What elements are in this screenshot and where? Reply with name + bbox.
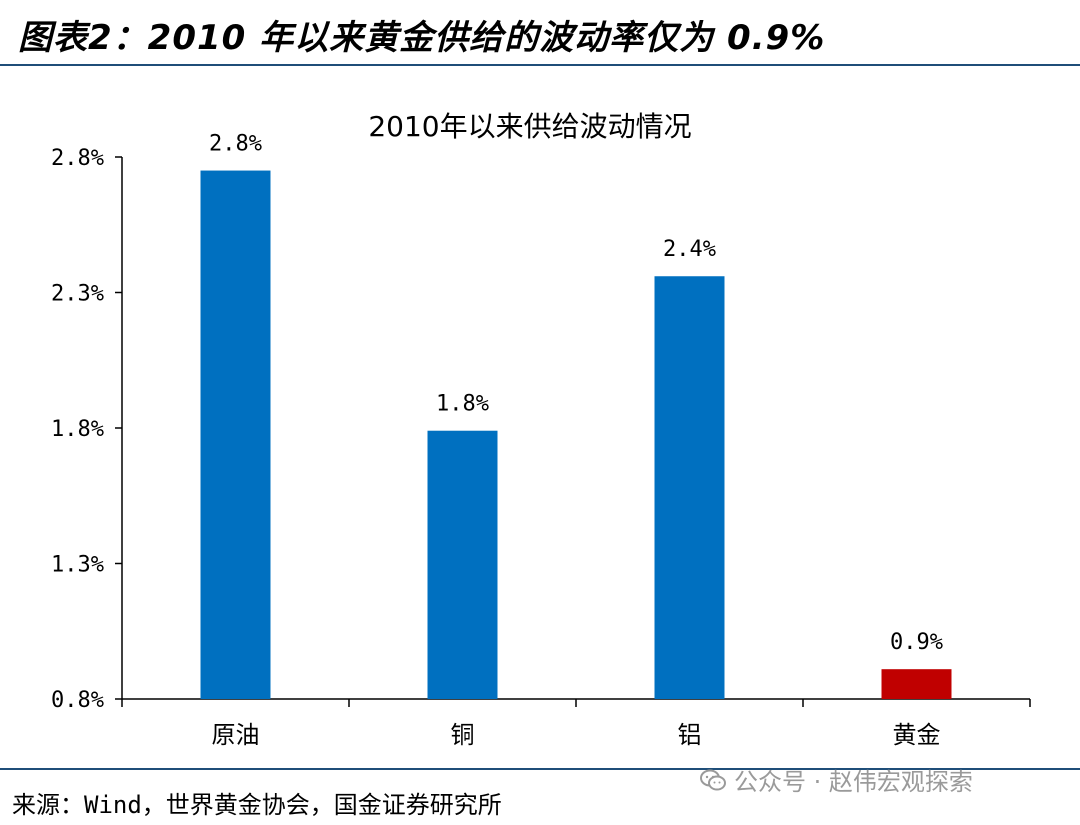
bars: 2.8% 原油 1.8% 铜 2.4% 铝 0.9% 黄金 xyxy=(200,132,952,749)
source-note: 来源：Wind，世界黄金协会，国金证券研究所 xyxy=(12,791,502,819)
wechat-icon xyxy=(700,769,726,790)
data-label: 2.4% xyxy=(663,237,716,262)
figure-title: 图表2：2010 年以来黄金供给的波动率仅为 0.9% xyxy=(18,18,826,58)
top-rule xyxy=(0,64,1080,66)
data-label: 0.9% xyxy=(890,630,943,655)
category-label: 铜 xyxy=(451,721,475,749)
bar-1 xyxy=(200,170,271,700)
bar-4 xyxy=(881,669,952,699)
category-label: 原油 xyxy=(212,721,260,749)
y-tick-label: 1.8% xyxy=(51,417,104,442)
y-tick-label: 2.8% xyxy=(51,146,104,171)
y-tick-label: 0.8% xyxy=(51,688,104,713)
data-label: 1.8% xyxy=(436,392,489,417)
bar-3 xyxy=(654,276,725,699)
bottom-rule xyxy=(0,768,1080,770)
data-label: 2.8% xyxy=(209,132,262,157)
watermark: 公众号 · 赵伟宏观探索 xyxy=(700,762,973,797)
y-tick-label: 2.3% xyxy=(51,282,104,307)
watermark-text: 公众号 · 赵伟宏观探索 xyxy=(734,768,973,796)
axes: 0.8% 1.3% 1.8% 2.3% 2.8% xyxy=(51,146,1031,713)
bar-chart: 2010年以来供给波动情况 0.8% 1.3% 1.8% 2.3% 2.8% 2.8% 原… xyxy=(51,110,1031,749)
bar-2 xyxy=(427,430,498,699)
chart-title: 2010年以来供给波动情况 xyxy=(368,110,691,143)
y-tick-label: 1.3% xyxy=(51,553,104,578)
category-label: 铝 xyxy=(678,721,702,749)
category-label: 黄金 xyxy=(893,721,941,749)
